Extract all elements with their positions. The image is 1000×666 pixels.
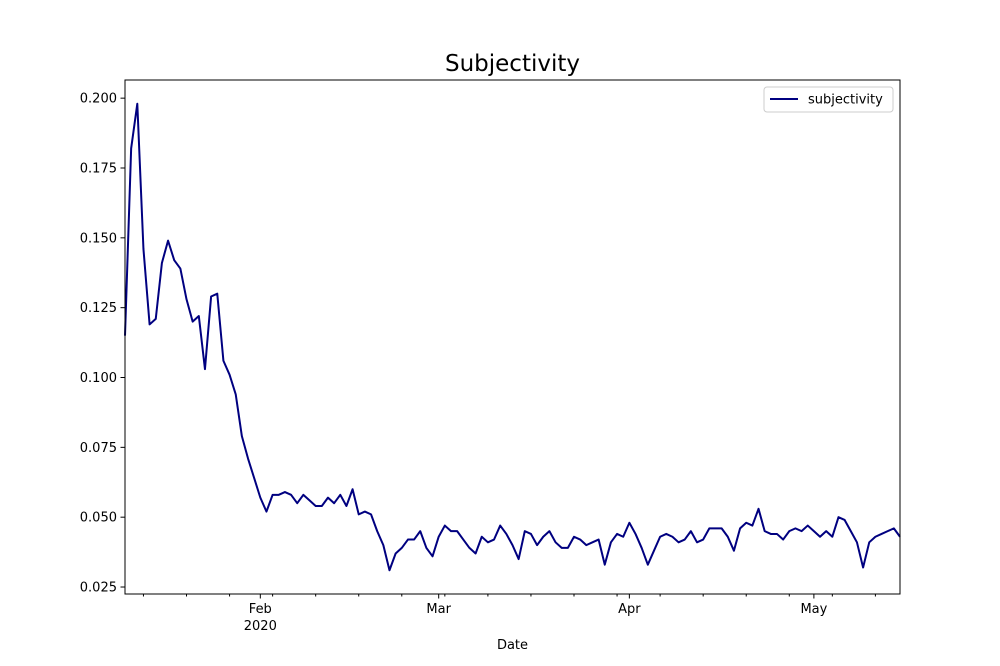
y-tick-label: 0.100: [80, 371, 117, 386]
x-tick-label: May: [800, 602, 827, 617]
y-tick-label: 0.150: [80, 231, 117, 246]
y-tick-label: 0.125: [80, 301, 117, 316]
x-tick-label: Apr: [618, 602, 641, 617]
x-axis-label: Date: [497, 638, 528, 653]
x-axis: Feb 2020 Mar Apr May: [142, 594, 876, 634]
chart-title: Subjectivity: [445, 51, 580, 77]
plot-frame: [124, 79, 901, 595]
series-layer: [124, 102, 901, 572]
y-tick-label: 0.025: [80, 581, 117, 596]
y-tick-label: 0.050: [80, 511, 117, 526]
series-line-subjectivity: [124, 102, 901, 572]
plot-area: 0.025 0.050 0.075 0.100 0.125 0.150 0.175 0.200…: [80, 79, 901, 634]
y-tick-label: 0.175: [80, 161, 117, 176]
x-tick-label: Feb: [249, 602, 272, 617]
x-tick-label: Mar: [426, 602, 451, 617]
legend-box: [763, 86, 894, 113]
x-tick-sublabel: 2020: [244, 619, 277, 634]
plot-background: [125, 80, 900, 594]
y-axis: 0.025 0.050 0.075 0.100 0.125 0.150 0.175 0.200: [80, 92, 125, 596]
legend: subjectivity: [763, 86, 894, 113]
y-tick-label: 0.200: [80, 92, 117, 107]
legend-label: subjectivity: [808, 93, 883, 108]
y-tick-label: 0.075: [80, 441, 117, 456]
